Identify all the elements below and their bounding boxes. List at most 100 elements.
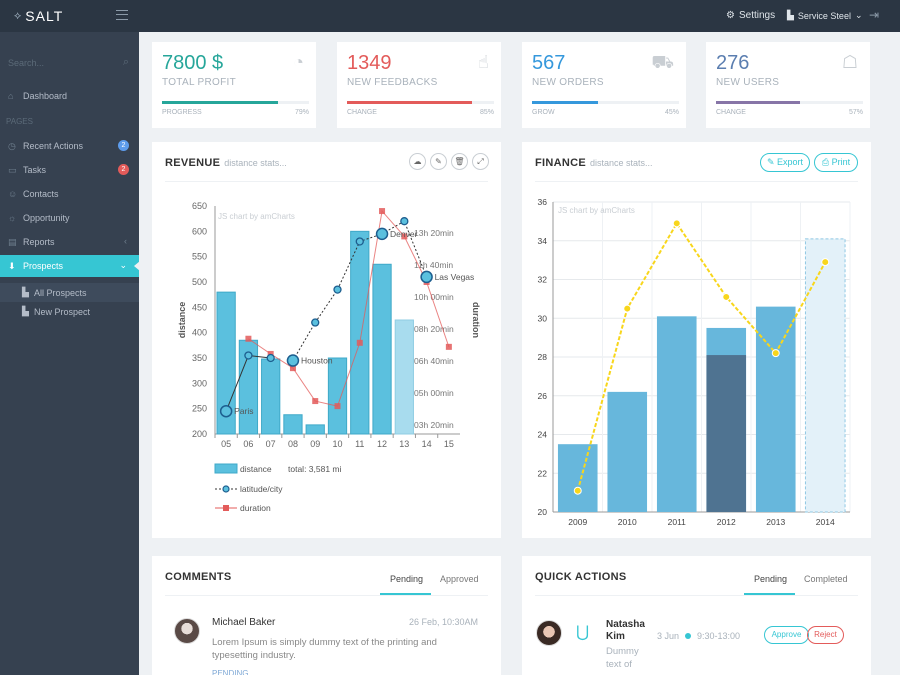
top-bar: ⟡ SALT ⚙ Settings ▙ Service Steel ⌄ ⇥ — [0, 0, 900, 32]
sidebar-item-prospects[interactable]: ⬇ Prospects ⌄ — [0, 255, 140, 277]
city-label: Denver — [390, 229, 418, 239]
stat-card-new-feedbacks: 1349 NEW FEEDBACKS ☝ CHANGE 85% — [337, 42, 501, 128]
y-tick-label: 400 — [192, 328, 207, 338]
progress-track — [716, 101, 863, 104]
settings-button[interactable]: ⚙ Settings — [726, 10, 775, 21]
finance-point — [573, 486, 582, 495]
approve-button[interactable]: Approve — [764, 626, 809, 644]
x-tick-label: 12 — [377, 439, 387, 449]
progress-fill — [347, 101, 472, 104]
arrow-down-icon: ⬇ — [8, 260, 16, 271]
comments-panel: COMMENTS Pending Approved Michael Baker … — [152, 556, 501, 675]
revenue-bar — [327, 357, 348, 435]
menu-toggle-icon[interactable] — [116, 10, 128, 20]
revenue-title-text: REVENUE — [165, 157, 221, 169]
sidebar-item-reports[interactable]: ▤ Reports ‹ — [0, 231, 139, 253]
y-tick-label: 550 — [192, 252, 207, 262]
x-tick-label: 11 — [355, 439, 364, 449]
y-tick-label: 600 — [192, 226, 207, 236]
duration-point — [401, 233, 408, 240]
tab-underline — [744, 593, 795, 595]
sidebar-item-label: Dashboard — [23, 91, 68, 101]
search-input[interactable]: Search... — [8, 58, 45, 68]
cart-icon: ⛟ — [651, 52, 674, 72]
sidebar-item-tasks[interactable]: ▭ Tasks 2 — [0, 159, 139, 181]
right-tick-label: 05h 00min — [414, 388, 454, 398]
sidebar-item-label: Recent Actions — [23, 141, 84, 151]
city-bubble — [420, 270, 433, 284]
stat-value: 7800 $ — [162, 52, 224, 74]
action-person[interactable]: Natasha Kim — [606, 619, 645, 642]
chart-watermark: JS chart by amCharts — [218, 212, 295, 221]
divider — [535, 181, 858, 182]
chevron-left-icon: ‹ — [124, 236, 127, 246]
finance-bar — [656, 316, 697, 512]
logo-text: SALT — [25, 8, 64, 24]
revenue-title: REVENUE distance stats... — [165, 157, 287, 169]
logout-icon[interactable]: ⇥ — [869, 8, 880, 22]
stat-footer: CHANGE 85% — [347, 109, 494, 116]
cloud-upload-icon[interactable]: ☁ — [409, 153, 426, 170]
revenue-bar — [372, 263, 392, 435]
duration-point — [379, 208, 386, 215]
user-menu[interactable]: ▙ Service Steel ⌄ — [787, 10, 863, 21]
clock-icon: ◷ — [8, 140, 16, 151]
sidebar-item-contacts[interactable]: ☺ Contacts — [0, 183, 139, 205]
tab-pending[interactable]: Pending — [754, 574, 788, 584]
sidebar-item-recent-actions[interactable]: ◷ Recent Actions 2 — [0, 135, 139, 157]
export-button[interactable]: ✎ Export — [760, 153, 810, 172]
sidebar-item-opportunity[interactable]: ☼ Opportunity — [0, 207, 139, 229]
comment-author[interactable]: Michael Baker — [212, 617, 276, 628]
stat-card-total-profit: 7800 $ TOTAL PROFIT ◔ PROGRESS 79% — [152, 42, 316, 128]
stat-foot-value: 45% — [664, 109, 679, 116]
tab-pending[interactable]: Pending — [390, 574, 424, 584]
stat-foot-value: 85% — [479, 109, 494, 116]
print-label: Print — [831, 157, 851, 167]
city-label: Houston — [301, 356, 333, 366]
tab-completed[interactable]: Completed — [804, 574, 848, 584]
comment-status[interactable]: PENDING — [212, 669, 249, 675]
sidebar-subitem-new-prospect[interactable]: ▙ New Prospect — [0, 302, 139, 321]
legend-label: latitude/city — [240, 484, 283, 494]
legend-total: total: 3,581 mi — [288, 464, 342, 474]
latitude-point — [311, 318, 320, 327]
duration-point — [289, 365, 296, 372]
finance-point — [821, 258, 830, 267]
stat-value: 567 — [532, 52, 566, 74]
tab-approved[interactable]: Approved — [440, 574, 479, 584]
avatar — [174, 618, 200, 644]
quick-actions-panel: QUICK ACTIONS Pending Completed ⋃ Natash… — [522, 556, 871, 675]
finance-panel: FINANCE distance stats... ✎ Export ⎙ Prin… — [522, 142, 871, 538]
pie-chart-icon: ◔ — [293, 52, 304, 72]
finance-point — [722, 292, 731, 301]
recent-actions-badge: 2 — [118, 140, 129, 151]
sidebar-search[interactable]: Search... ⌕ — [6, 54, 131, 74]
tab-underline — [380, 593, 431, 595]
expand-icon[interactable]: ⤢ — [472, 153, 489, 170]
print-button[interactable]: ⎙ Print — [814, 153, 858, 172]
action-text: Dummy text of — [606, 646, 639, 670]
progress-track — [532, 101, 679, 104]
duration-point — [312, 398, 319, 405]
sidebar-item-dashboard[interactable]: ⌂ Dashboard — [0, 85, 139, 107]
x-tick-label: 2014 — [816, 517, 835, 527]
right-tick-label: 08h 20min — [414, 324, 454, 334]
sidebar-subitem-all-prospects[interactable]: ▙ All Prospects — [0, 283, 139, 302]
latitude-point — [355, 237, 364, 246]
finance-bar — [607, 391, 648, 512]
x-tick-label: 15 — [444, 439, 454, 449]
logo[interactable]: ⟡ SALT — [14, 8, 63, 24]
search-icon[interactable]: ⌕ — [122, 56, 129, 68]
y-tick-label: 450 — [192, 302, 207, 312]
legend-label: duration — [240, 503, 271, 513]
sidebar-item-label: Prospects — [23, 261, 64, 271]
finance-bar-dark — [706, 355, 747, 512]
edit-icon[interactable]: ✎ — [430, 153, 447, 170]
revenue-panel: REVENUE distance stats... ☁ ✎ 🗑 ⤢ 650 600 5… — [152, 142, 501, 538]
export-label: Export — [777, 157, 804, 167]
y-tick-label: 350 — [192, 353, 207, 363]
reject-button[interactable]: Reject — [807, 626, 844, 644]
trash-icon[interactable]: 🗑 — [451, 153, 468, 170]
user-icon: ☖ — [841, 52, 858, 72]
finance-title-text: FINANCE — [535, 157, 586, 169]
